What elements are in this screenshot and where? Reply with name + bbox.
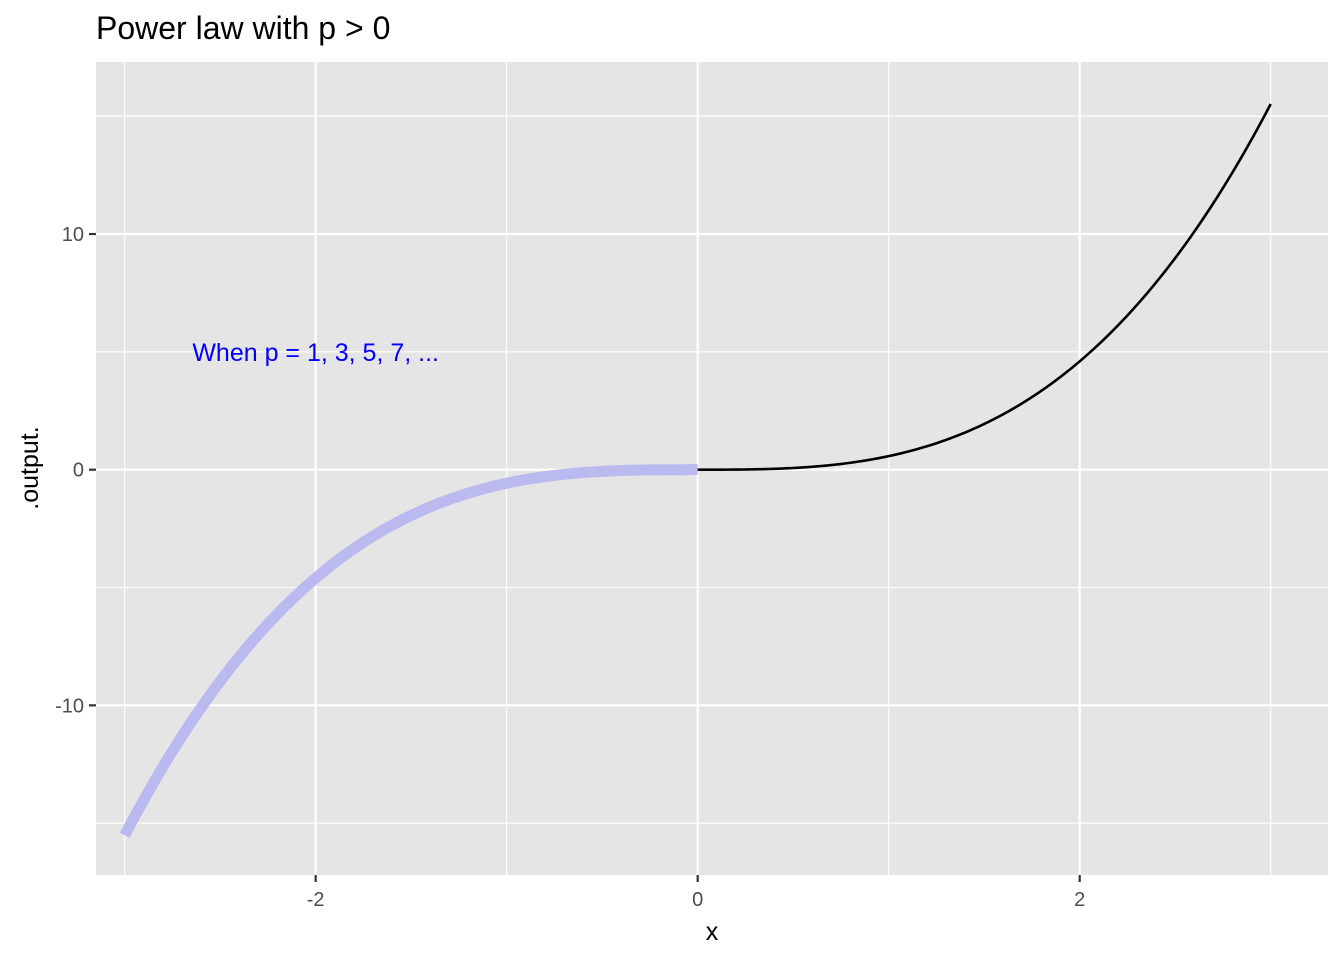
x-axis-title: x [706, 918, 719, 946]
x-axis: -2 0 2 [307, 875, 1085, 911]
y-tick-label: -10 [55, 695, 84, 717]
y-tick-label: 0 [73, 460, 84, 482]
y-tick-label: 10 [62, 224, 84, 246]
x-tick-label: -2 [307, 889, 325, 911]
annotation-text: When p = 1, 3, 5, 7, ... [192, 339, 439, 367]
series-line-1 [119, 464, 700, 838]
series-layer [119, 103, 1272, 838]
minor-grid [96, 62, 1328, 875]
x-tick-label: 0 [692, 889, 703, 911]
x-tick-label: 2 [1074, 889, 1085, 911]
y-axis-title: .output. [16, 426, 44, 509]
annotation-layer: When p = 1, 3, 5, 7, ... [192, 339, 439, 367]
y-axis: -10 0 10 [55, 224, 96, 717]
series-line-2 [697, 103, 1272, 471]
chart-title: Power law with p > 0 [96, 10, 390, 46]
